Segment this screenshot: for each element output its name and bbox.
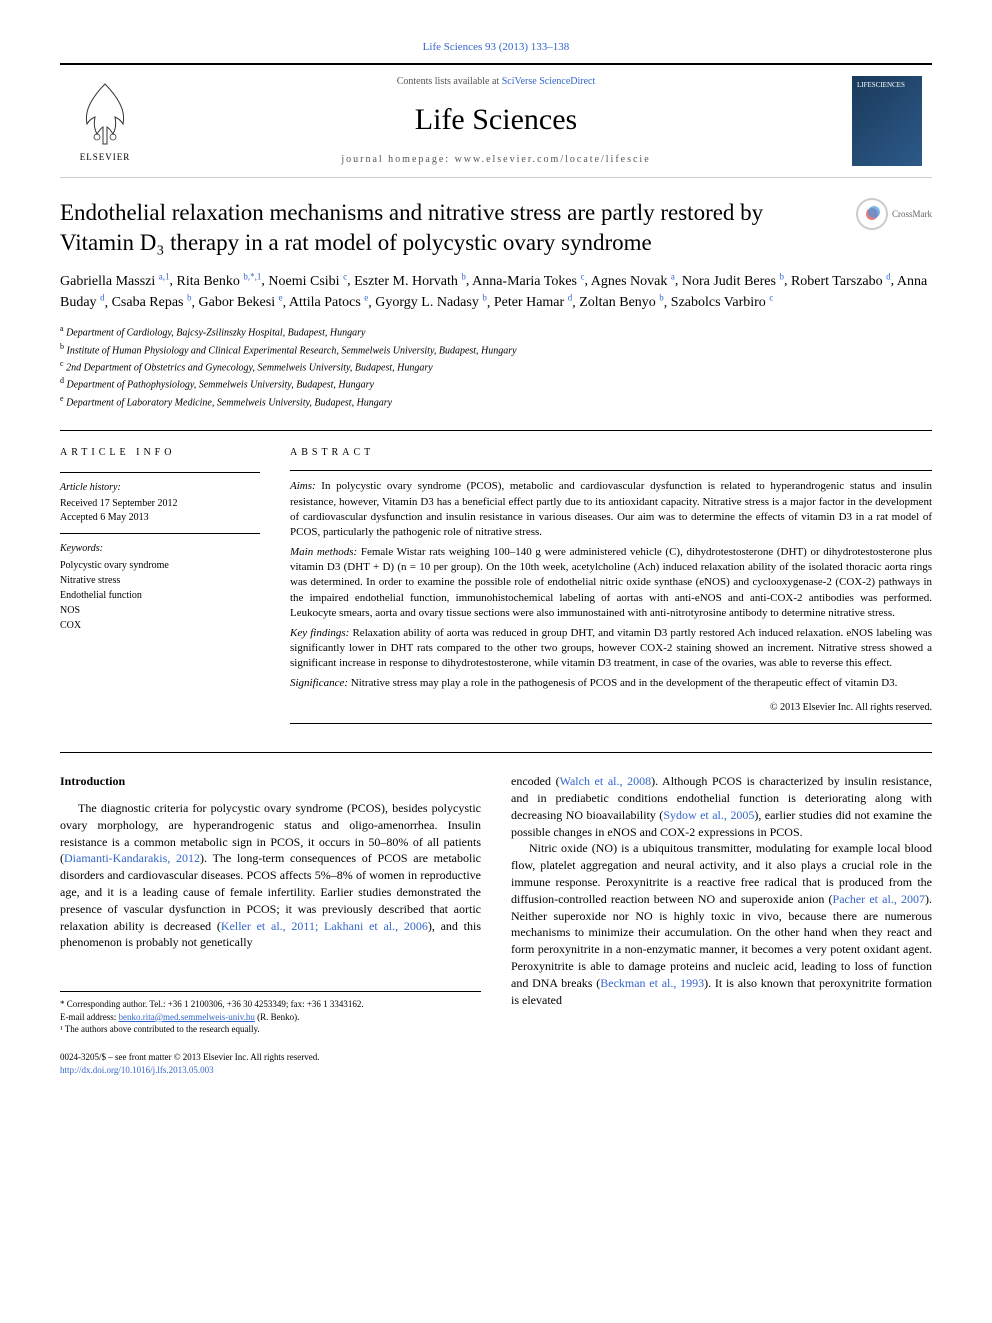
author: Csaba Repas b bbox=[112, 295, 192, 310]
body-divider bbox=[60, 752, 932, 753]
body-column-left: Introduction The diagnostic criteria for… bbox=[60, 773, 481, 1076]
elsevier-tree-icon bbox=[75, 79, 135, 149]
author: Rita Benko b,*,1 bbox=[177, 274, 262, 289]
affiliation: c 2nd Department of Obstetrics and Gynec… bbox=[60, 358, 932, 375]
email-link[interactable]: benko.rita@med.semmelweis-univ.hu bbox=[118, 1012, 254, 1022]
author: Agnes Novak a bbox=[591, 274, 675, 289]
author: Peter Hamar d bbox=[494, 295, 572, 310]
journal-header: ELSEVIER Contents lists available at Sci… bbox=[60, 63, 932, 178]
keywords-list: Polycystic ovary syndromeNitrative stres… bbox=[60, 558, 260, 633]
author: Attila Patocs e bbox=[289, 295, 368, 310]
author: Szabolcs Varbiro c bbox=[671, 295, 774, 310]
keyword: Endothelial function bbox=[60, 588, 260, 603]
page-footer: 0024-3205/$ – see front matter © 2013 El… bbox=[60, 1051, 481, 1076]
article-info-sidebar: article info Article history: Received 1… bbox=[60, 446, 260, 732]
abstract-section: abstract Aims: In polycystic ovary syndr… bbox=[290, 446, 932, 732]
contents-prefix: Contents lists available at bbox=[397, 76, 502, 87]
email-suffix: (R. Benko). bbox=[255, 1012, 300, 1022]
article-title: Endothelial relaxation mechanisms and ni… bbox=[60, 198, 836, 258]
article-info-heading: article info bbox=[60, 446, 260, 464]
author: Robert Tarszabo d bbox=[791, 274, 891, 289]
history-label: Article history: bbox=[60, 481, 260, 495]
abstract-heading: abstract bbox=[290, 446, 932, 460]
elsevier-logo: ELSEVIER bbox=[60, 65, 150, 177]
keywords-label: Keywords: bbox=[60, 542, 260, 556]
significance-text: Nitrative stress may play a role in the … bbox=[351, 677, 898, 689]
ref-keller[interactable]: Keller et al., 2011; Lakhani et al., 200… bbox=[221, 919, 428, 933]
keyword: NOS bbox=[60, 603, 260, 618]
author: Nora Judit Beres b bbox=[682, 274, 784, 289]
cover-label: LIFESCIENCES bbox=[857, 81, 905, 91]
doi-link[interactable]: http://dx.doi.org/10.1016/j.lfs.2013.05.… bbox=[60, 1065, 214, 1075]
journal-homepage: journal homepage: www.elsevier.com/locat… bbox=[341, 153, 650, 167]
ref-beckman[interactable]: Beckman et al., 1993 bbox=[600, 976, 704, 990]
findings-text: Relaxation ability of aorta was reduced … bbox=[290, 627, 932, 670]
ref-pacher[interactable]: Pacher et al., 2007 bbox=[833, 892, 925, 906]
crossmark-label: CrossMark bbox=[892, 208, 932, 221]
accepted-date: Accepted 6 May 2013 bbox=[60, 511, 260, 525]
keyword: Nitrative stress bbox=[60, 573, 260, 588]
footnotes: * Corresponding author. Tel.: +36 1 2100… bbox=[60, 991, 481, 1036]
section-divider bbox=[60, 430, 932, 431]
introduction-heading: Introduction bbox=[60, 773, 481, 790]
intro-paragraph-2: Nitric oxide (NO) is a ubiquitous transm… bbox=[511, 840, 932, 1008]
journal-name: Life Sciences bbox=[415, 99, 577, 141]
affiliations-list: a Department of Cardiology, Bajcsy-Zsili… bbox=[60, 323, 932, 410]
intro-paragraph-1: The diagnostic criteria for polycystic o… bbox=[60, 800, 481, 951]
significance-label: Significance: bbox=[290, 677, 348, 689]
aims-label: Aims: bbox=[290, 480, 316, 492]
ref-walch[interactable]: Walch et al., 2008 bbox=[560, 774, 652, 788]
issn-line: 0024-3205/$ – see front matter © 2013 El… bbox=[60, 1051, 481, 1064]
email-label: E-mail address: bbox=[60, 1012, 118, 1022]
findings-label: Key findings: bbox=[290, 627, 349, 639]
author: Gyorgy L. Nadasy b bbox=[375, 295, 487, 310]
affiliation: b Institute of Human Physiology and Clin… bbox=[60, 341, 932, 358]
abstract-copyright: © 2013 Elsevier Inc. All rights reserved… bbox=[290, 701, 932, 715]
intro-paragraph-1-cont: encoded (Walch et al., 2008). Although P… bbox=[511, 773, 932, 840]
keyword: COX bbox=[60, 618, 260, 633]
authors-list: Gabriella Masszi a,1, Rita Benko b,*,1, … bbox=[60, 270, 932, 313]
elsevier-label: ELSEVIER bbox=[80, 151, 131, 164]
body-column-right: encoded (Walch et al., 2008). Although P… bbox=[511, 773, 932, 1076]
methods-label: Main methods: bbox=[290, 546, 357, 558]
journal-reference: Life Sciences 93 (2013) 133–138 bbox=[60, 40, 932, 55]
journal-cover: LIFESCIENCES bbox=[842, 65, 932, 177]
sciencedirect-link[interactable]: SciVerse ScienceDirect bbox=[502, 76, 596, 87]
received-date: Received 17 September 2012 bbox=[60, 497, 260, 511]
author: Zoltan Benyo b bbox=[579, 295, 664, 310]
author: Noemi Csibi c bbox=[268, 274, 347, 289]
homepage-prefix: journal homepage: bbox=[341, 154, 454, 165]
aims-text: In polycystic ovary syndrome (PCOS), met… bbox=[290, 480, 932, 538]
crossmark-badge[interactable]: CrossMark bbox=[856, 198, 932, 230]
author: Anna-Maria Tokes c bbox=[472, 274, 584, 289]
ref-sydow[interactable]: Sydow et al., 2005 bbox=[663, 808, 754, 822]
affiliation: d Department of Pathophysiology, Semmelw… bbox=[60, 375, 932, 392]
author: Gabor Bekesi e bbox=[199, 295, 283, 310]
keyword: Polycystic ovary syndrome bbox=[60, 558, 260, 573]
ref-diamanti[interactable]: Diamanti-Kandarakis, 2012 bbox=[64, 851, 200, 865]
contents-available: Contents lists available at SciVerse Sci… bbox=[397, 75, 596, 89]
corresponding-author: * Corresponding author. Tel.: +36 1 2100… bbox=[60, 998, 481, 1011]
affiliation: a Department of Cardiology, Bajcsy-Zsili… bbox=[60, 323, 932, 340]
equal-contribution: ¹ The authors above contributed to the r… bbox=[60, 1023, 481, 1036]
homepage-url: www.elsevier.com/locate/lifescie bbox=[455, 154, 651, 165]
author: Eszter M. Horvath b bbox=[354, 274, 466, 289]
crossmark-icon bbox=[856, 198, 888, 230]
affiliation: e Department of Laboratory Medicine, Sem… bbox=[60, 393, 932, 410]
author: Gabriella Masszi a,1 bbox=[60, 274, 170, 289]
methods-text: Female Wistar rats weighing 100–140 g we… bbox=[290, 546, 932, 620]
